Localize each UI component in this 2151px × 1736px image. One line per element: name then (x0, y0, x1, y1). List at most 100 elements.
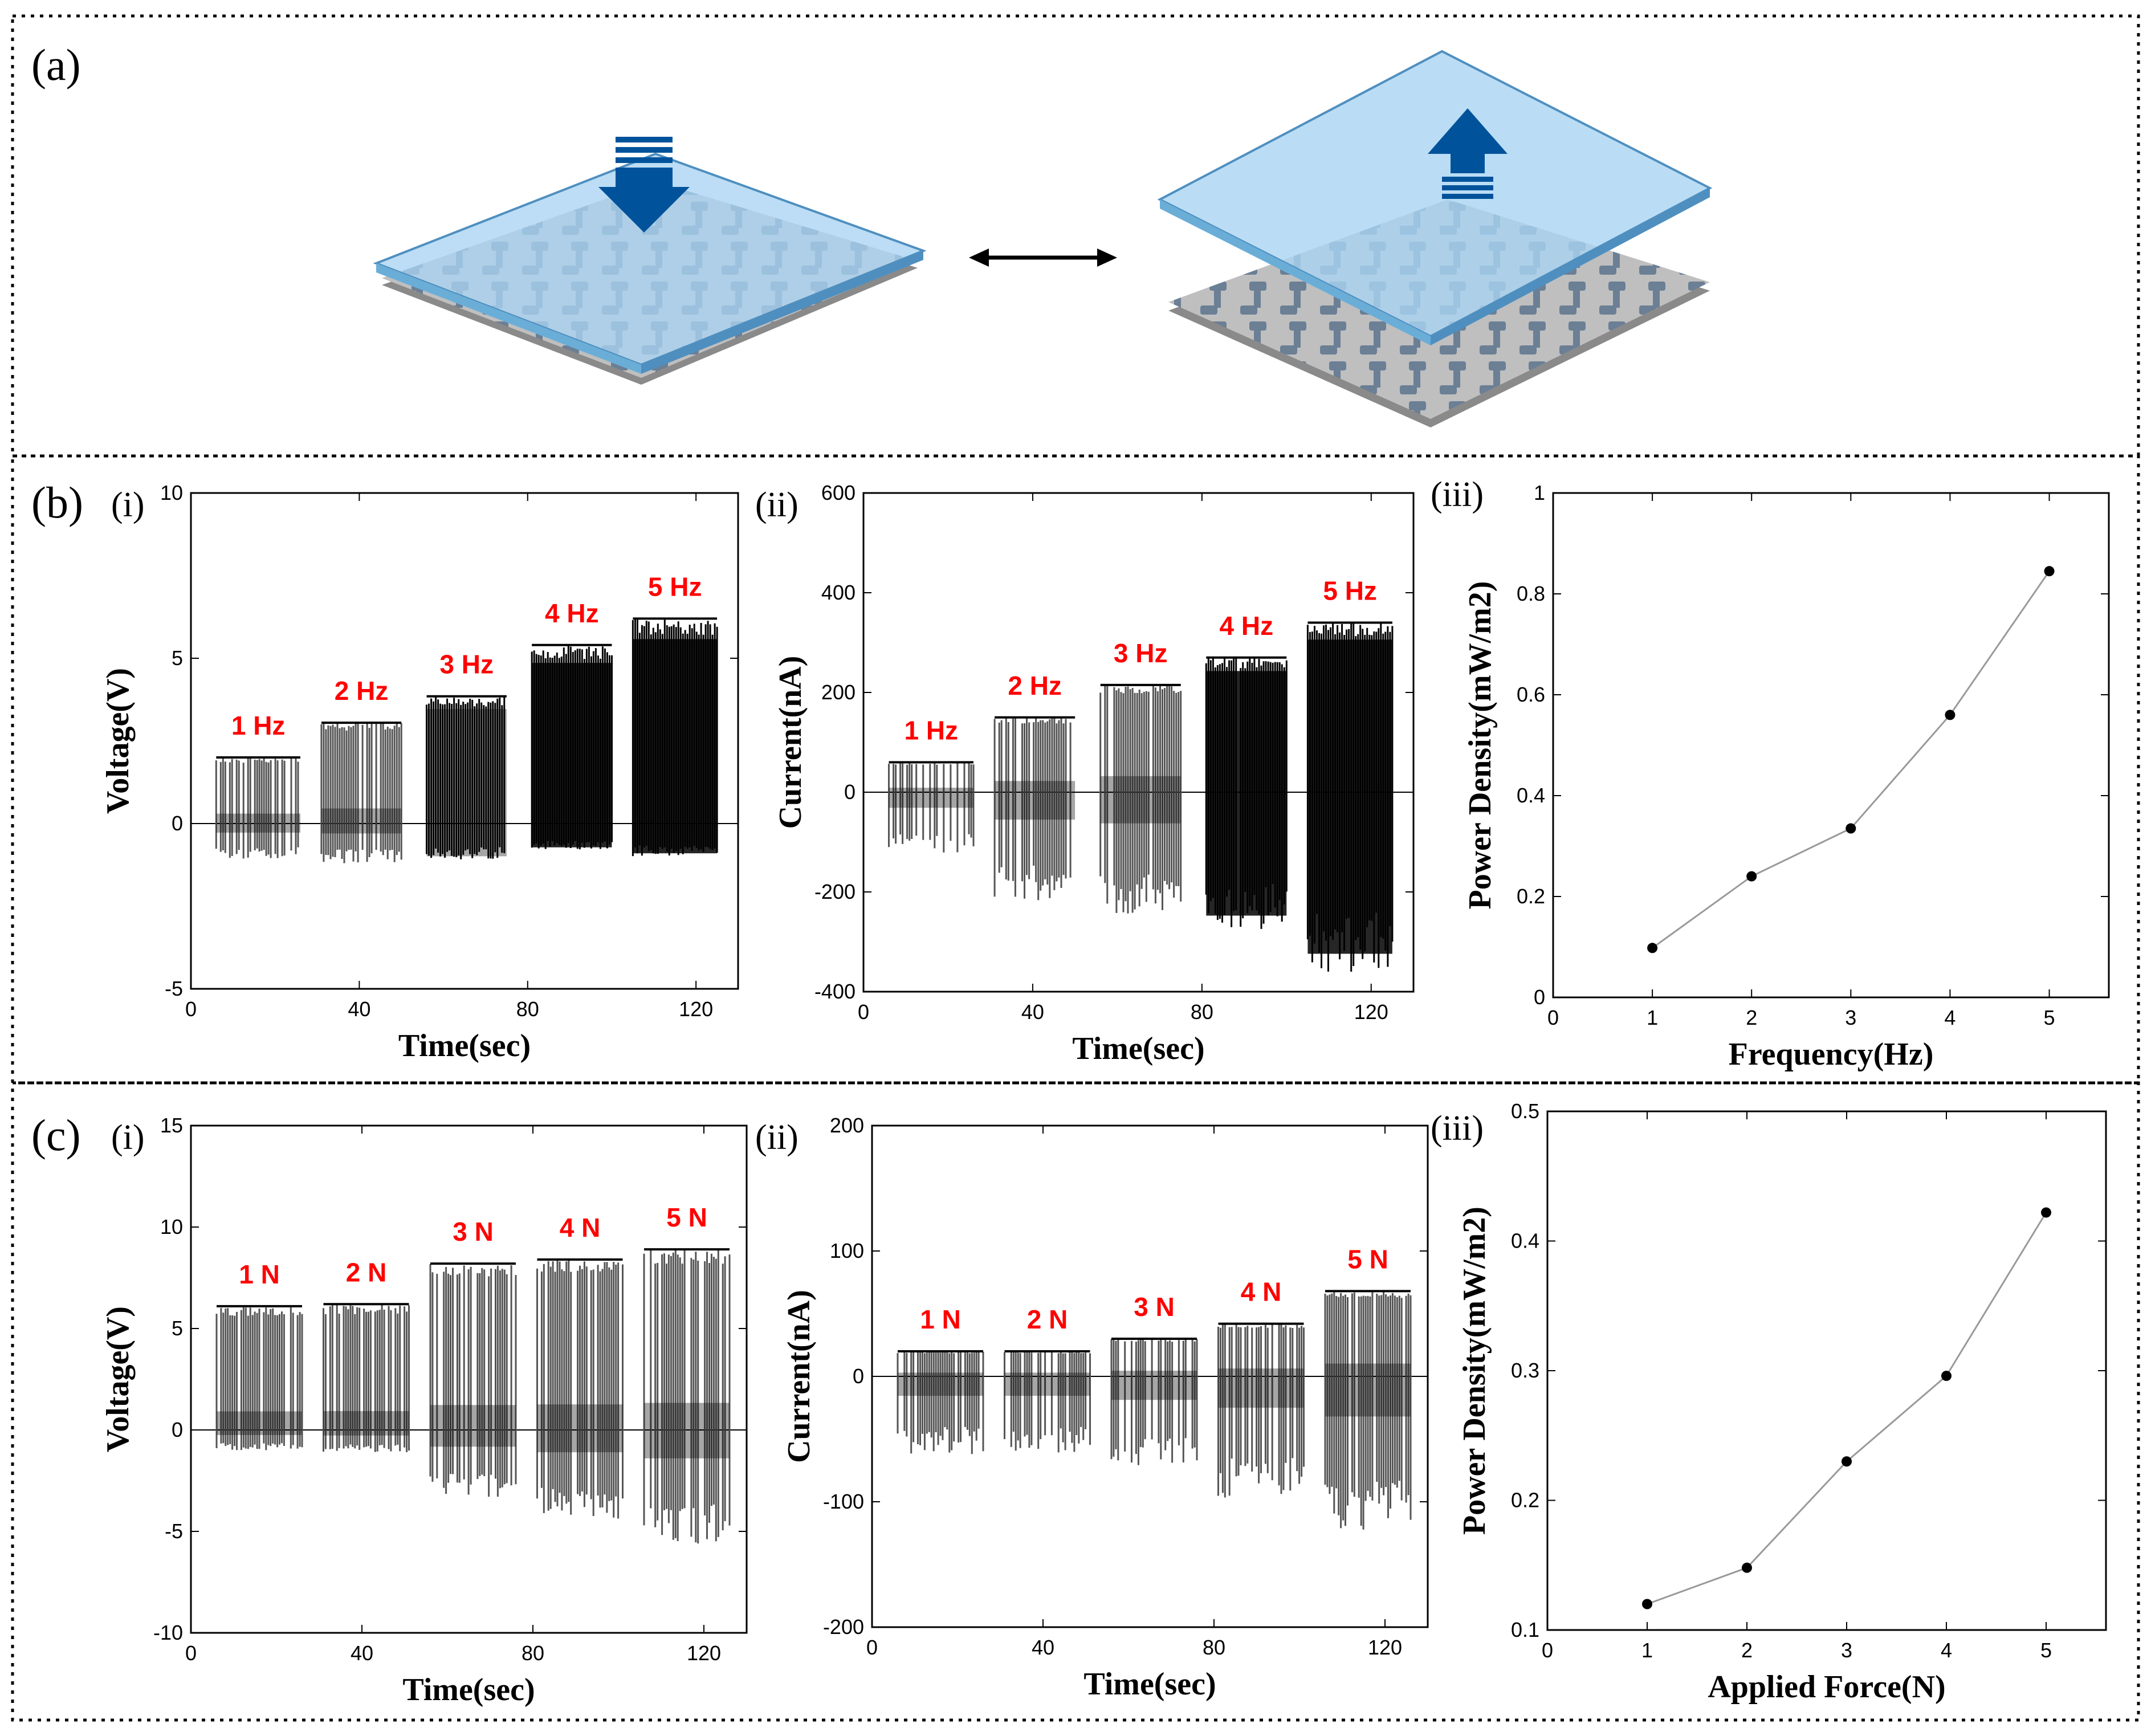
signal-burst: 5 N (643, 1203, 731, 1544)
x-tick-label: 0 (1542, 1639, 1553, 1662)
burst-label: 5 N (1347, 1244, 1388, 1274)
x-tick-label: 3 (1841, 1639, 1852, 1662)
y-tick-label: 0.3 (1511, 1359, 1539, 1382)
signal-burst: 2 Hz (320, 676, 402, 863)
x-axis-label: Frequency(Hz) (1729, 1037, 1934, 1072)
x-tick-label: 0 (858, 1000, 869, 1024)
y-tick-label: 200 (821, 680, 855, 704)
x-tick-label: 1 (1641, 1639, 1653, 1662)
burst-label: 5 N (666, 1203, 707, 1232)
x-tick-label: 5 (2044, 1006, 2055, 1029)
chart-c-iii: 0 1 2 3 4 5 0.1 0.2 0.3 0.4 0.5 Applied Force(N) Pow… (1457, 1099, 2107, 1705)
signal-spikes (429, 1264, 517, 1497)
y-tick-label: 5 (172, 1317, 183, 1340)
panel-c-i-label: (i) (111, 1118, 145, 1157)
panel-c-ii-label: (ii) (755, 1118, 799, 1157)
burst-label: 3 N (453, 1217, 494, 1246)
x-tick-label: 2 (1741, 1639, 1753, 1662)
y-tick-label: -400 (814, 980, 855, 1003)
panel-b-frame (11, 454, 2140, 1085)
y-tick-label: 0.8 (1517, 582, 1545, 605)
burst-label: 4 N (1241, 1277, 1282, 1307)
signal-burst: 1 N (215, 1260, 303, 1450)
x-tick-label: 40 (1021, 1000, 1044, 1024)
plot-frame (862, 492, 1415, 993)
signal-burst: 3 Hz (1099, 638, 1182, 914)
data-point (2041, 1207, 2051, 1218)
signal-burst: 2 N (323, 1257, 410, 1452)
y-tick-label: 0.6 (1517, 683, 1545, 706)
plot-frame (1552, 492, 2110, 999)
x-tick-label: 5 (2040, 1639, 2052, 1662)
chart-c-i: 0 40 80 120 -10 -5 0 5 10 15 Time(sec) Voltage(V) 1 … (100, 1114, 748, 1708)
y-tick-label: -5 (165, 1519, 183, 1543)
signal-burst: 4 Hz (1205, 611, 1288, 929)
data-point (1945, 710, 1956, 720)
data-point (1842, 1456, 1852, 1467)
signal-core (1307, 639, 1392, 954)
y-tick-label: 0.5 (1511, 1099, 1539, 1123)
panel-c-iii-label: (iii) (1431, 1109, 1484, 1148)
y-tick-label: 0 (172, 812, 183, 835)
signal-core (537, 1404, 623, 1453)
x-tick-label: 4 (1944, 1006, 1956, 1029)
device-released-glass-edge (1160, 199, 1431, 345)
signal-spikes (320, 723, 402, 863)
signal-core (216, 813, 300, 833)
signal-core (426, 709, 507, 857)
signal-burst: 5 Hz (632, 572, 718, 857)
y-tick-label: 0 (1534, 985, 1545, 1009)
x-tick-label: 40 (1032, 1636, 1054, 1659)
x-tick-label: 120 (1354, 1000, 1388, 1024)
x-tick-label: 40 (351, 1641, 373, 1665)
x-tick-label: 120 (679, 997, 713, 1021)
x-tick-label: 2 (1746, 1006, 1757, 1029)
plot-frame (190, 492, 739, 990)
signal-spikes (1110, 1339, 1198, 1465)
y-axis-label: Power Density(mW/m2) (1457, 1207, 1492, 1535)
x-tick-label: 0 (866, 1636, 878, 1659)
signal-spikes (643, 1249, 731, 1544)
data-point (1647, 943, 1658, 953)
y-axis-label: Current(nA) (773, 656, 808, 829)
signal-core (898, 1372, 983, 1396)
burst-label: 2 N (1027, 1305, 1068, 1334)
x-tick-label: 1 (1647, 1006, 1658, 1029)
signal-spikes (1217, 1323, 1305, 1498)
device-pressed-illustration (373, 137, 927, 385)
signal-core (430, 1405, 516, 1447)
y-tick-label: 600 (821, 481, 855, 504)
signal-core (1325, 1363, 1411, 1417)
data-point (1742, 1562, 1752, 1573)
y-tick-label: 400 (821, 581, 855, 604)
burst-label: 1 N (920, 1305, 961, 1334)
signal-core (1111, 1371, 1197, 1400)
panel-c-frame (11, 1081, 2140, 1722)
signal-burst: 3 Hz (426, 650, 507, 859)
panel-b-ii-label: (ii) (755, 486, 799, 524)
x-tick-label: 80 (516, 997, 539, 1021)
signal-burst: 4 N (1217, 1277, 1305, 1498)
y-axis-label: Voltage(V) (100, 668, 136, 814)
x-tick-label: 80 (1191, 1000, 1213, 1024)
burst-label: 4 N (560, 1213, 601, 1242)
y-tick-label: 0 (844, 780, 855, 804)
y-tick-label: 0 (853, 1364, 864, 1388)
x-axis-label: Time(sec) (402, 1672, 535, 1708)
signal-spikes (1099, 685, 1182, 914)
chart-b-iii: 0 1 2 3 4 5 0 0.2 0.4 0.6 0.8 1 Frequency(Hz) Power D… (1462, 481, 2110, 1072)
x-axis-label: Applied Force(N) (1708, 1669, 1945, 1705)
panel-a-frame (11, 14, 2140, 458)
burst-label: 1 Hz (231, 711, 286, 740)
x-tick-label: 120 (1368, 1636, 1402, 1659)
x-tick-label: 80 (1203, 1636, 1225, 1659)
y-tick-label: -5 (165, 977, 183, 1000)
signal-burst: 2 Hz (993, 671, 1076, 900)
y-tick-label: 0.4 (1517, 784, 1545, 807)
signal-core (323, 1411, 409, 1436)
panel-b-i-label: (i) (111, 486, 145, 524)
y-tick-label: -200 (823, 1615, 864, 1639)
y-tick-label: 0.2 (1511, 1489, 1539, 1512)
signal-spikes (1324, 1291, 1412, 1530)
